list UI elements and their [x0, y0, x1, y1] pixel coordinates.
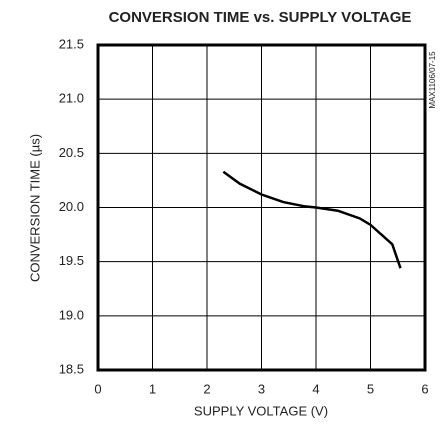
plot-frame: [96, 43, 427, 372]
data-line: [222, 170, 402, 269]
y-tick-label: 19.5: [59, 253, 84, 268]
y-tick-label: 20.0: [59, 199, 84, 214]
x-tick-label: 2: [203, 381, 210, 396]
y-tick-label: 21.0: [59, 91, 84, 106]
annotation: MAX1106/07-15: [428, 51, 437, 109]
x-tick-label: 6: [421, 381, 428, 396]
y-tick-label: 20.5: [59, 145, 84, 160]
y-tick-label: 19.0: [59, 307, 84, 322]
x-tick-label: 3: [258, 381, 265, 396]
x-axis-label: SUPPLY VOLTAGE (V): [194, 403, 328, 418]
x-tick-label: 4: [312, 381, 319, 396]
x-tick-label: 0: [94, 381, 101, 396]
x-tick-label: 1: [149, 381, 156, 396]
y-axis-label: CONVERSION TIME (µs): [27, 134, 42, 282]
y-tick-label: 21.5: [59, 36, 84, 51]
chart-title: CONVERSION TIME vs. SUPPLY VOLTAGE: [109, 9, 412, 26]
x-tick-label: 5: [367, 381, 374, 396]
y-tick-label: 18.5: [59, 361, 84, 376]
